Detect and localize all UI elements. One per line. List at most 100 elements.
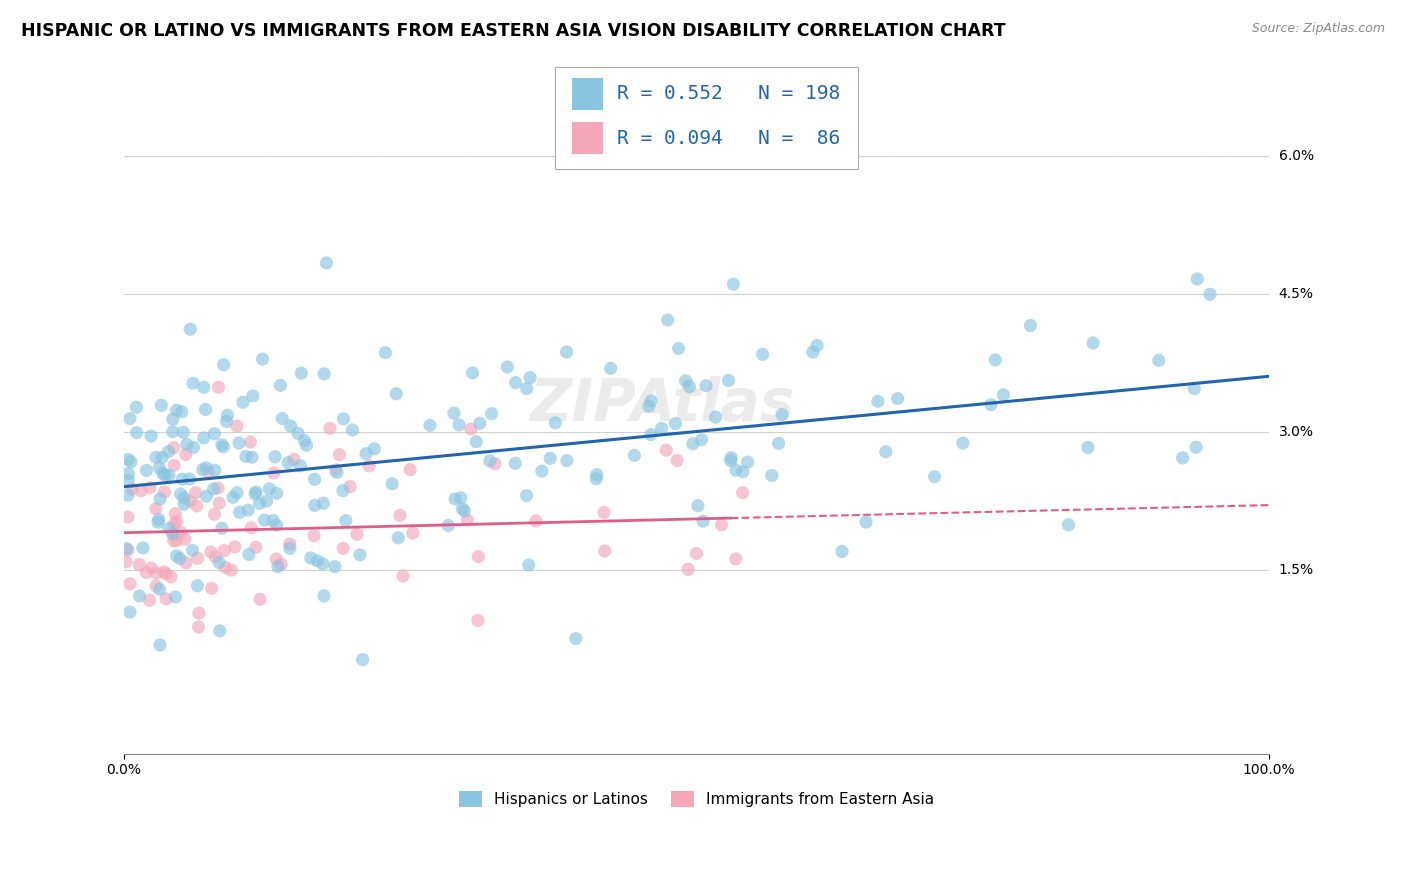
Point — [121, 483, 143, 497]
Point — [593, 544, 616, 558]
Point — [437, 518, 460, 533]
Point — [179, 494, 201, 508]
Point — [363, 442, 385, 456]
Point — [682, 436, 704, 450]
Point — [269, 378, 291, 392]
Point — [118, 576, 141, 591]
Point — [354, 447, 377, 461]
Point — [451, 501, 474, 516]
Point — [184, 485, 207, 500]
Point — [555, 345, 578, 359]
Point — [402, 526, 425, 541]
Point — [217, 409, 239, 423]
Point — [585, 472, 607, 486]
Point — [187, 620, 209, 634]
Point — [208, 556, 231, 570]
Point — [294, 434, 316, 448]
Point — [496, 359, 519, 374]
Point — [166, 549, 188, 563]
Point — [197, 465, 219, 479]
Point — [235, 450, 257, 464]
Point — [115, 555, 138, 569]
Text: 1.5%: 1.5% — [1278, 563, 1313, 576]
Point — [238, 548, 260, 562]
Point — [692, 514, 714, 528]
Point — [731, 485, 754, 500]
Point — [299, 551, 322, 566]
Point — [271, 411, 294, 425]
Point — [314, 367, 336, 381]
Point — [170, 405, 193, 419]
Point — [335, 514, 357, 528]
Point — [173, 491, 195, 505]
Point — [173, 497, 195, 511]
Point — [392, 569, 415, 583]
Point — [135, 566, 157, 580]
Point — [564, 632, 586, 646]
Point — [117, 543, 139, 558]
Point — [163, 441, 186, 455]
Point — [172, 472, 194, 486]
Point — [145, 566, 167, 580]
Point — [657, 313, 679, 327]
Point — [695, 378, 717, 392]
Point — [675, 374, 697, 388]
Point — [478, 454, 501, 468]
Point — [307, 554, 329, 568]
Point — [145, 579, 167, 593]
Point — [157, 521, 180, 535]
Point — [524, 514, 547, 528]
Point — [148, 582, 170, 597]
Point — [176, 437, 198, 451]
Point — [346, 527, 368, 541]
Point — [993, 388, 1015, 402]
Point — [443, 406, 465, 420]
Point — [243, 487, 266, 501]
Point — [599, 361, 621, 376]
Point — [267, 559, 290, 574]
Point — [211, 521, 233, 535]
Point — [204, 549, 226, 564]
Point — [222, 491, 245, 505]
Point — [145, 501, 167, 516]
Point — [221, 563, 243, 577]
Point — [467, 549, 489, 564]
Text: R = 0.094   N =  86: R = 0.094 N = 86 — [617, 128, 841, 148]
Point — [280, 419, 302, 434]
Point — [768, 436, 790, 450]
Point — [132, 541, 155, 555]
Point — [1147, 353, 1170, 368]
Point — [924, 469, 946, 483]
Point — [304, 472, 326, 486]
Point — [187, 551, 209, 566]
Point — [387, 531, 409, 545]
Point — [207, 481, 229, 495]
Point — [1081, 335, 1104, 350]
Point — [252, 352, 274, 367]
Point — [194, 402, 217, 417]
Point — [200, 582, 222, 596]
Point — [125, 400, 148, 414]
Point — [262, 514, 284, 528]
Point — [342, 423, 364, 437]
Text: 6.0%: 6.0% — [1278, 148, 1313, 162]
Point — [138, 593, 160, 607]
Point — [208, 624, 231, 638]
Point — [117, 467, 139, 481]
Point — [723, 277, 745, 292]
Point — [163, 458, 186, 473]
Point — [157, 444, 180, 458]
Point — [801, 345, 824, 359]
Point — [214, 560, 236, 574]
Point — [270, 558, 292, 572]
Point — [155, 591, 177, 606]
Point — [117, 488, 139, 502]
Point — [236, 503, 259, 517]
Point — [146, 516, 169, 530]
Point — [450, 491, 472, 505]
Point — [259, 482, 281, 496]
Point — [1187, 272, 1209, 286]
Point — [153, 485, 176, 500]
Point — [467, 614, 489, 628]
Point — [149, 491, 172, 506]
